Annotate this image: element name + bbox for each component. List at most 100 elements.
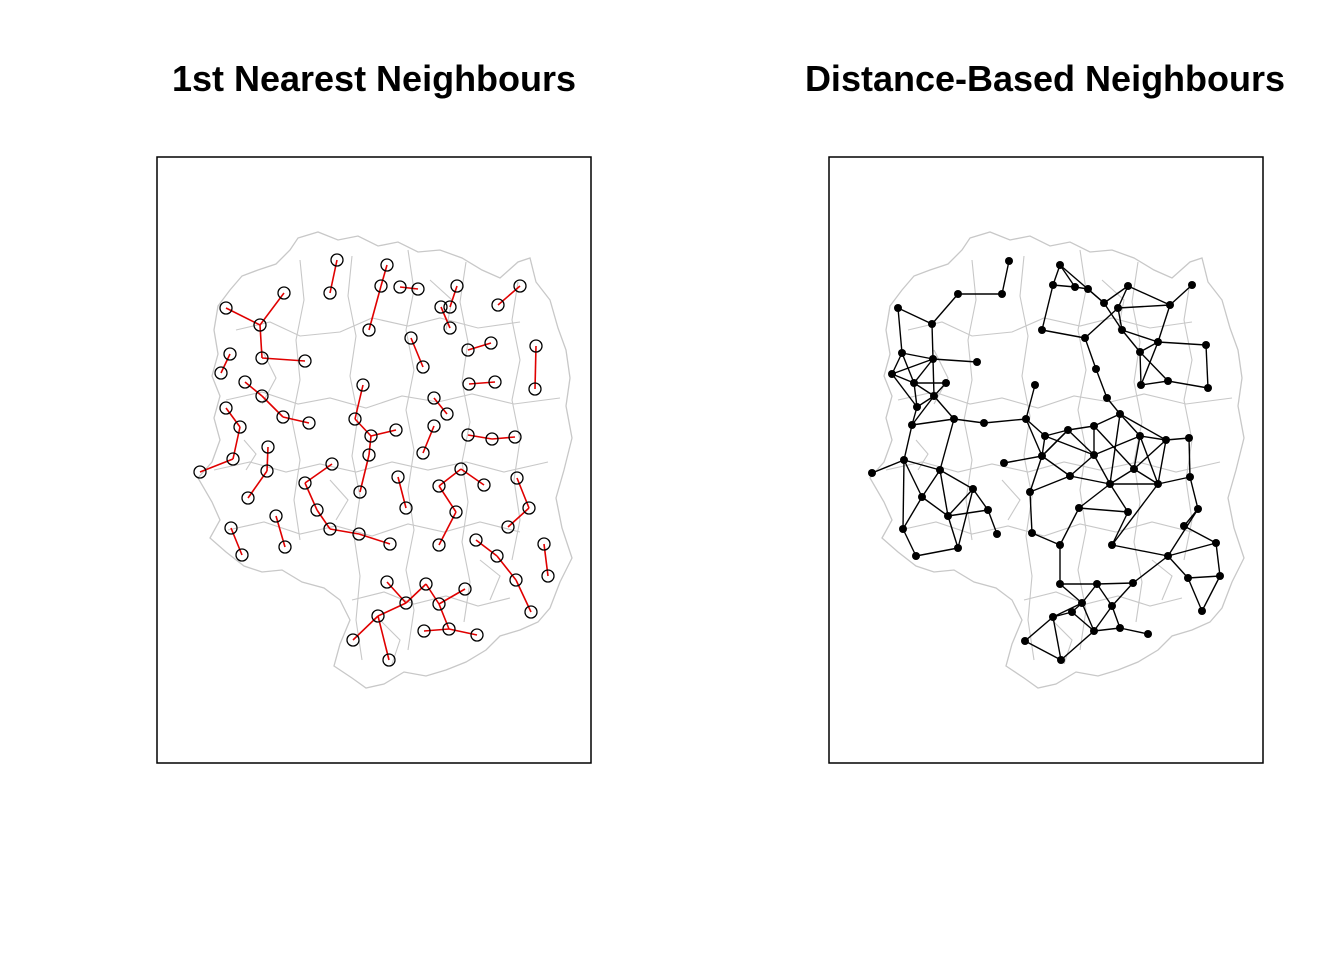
- centroid-dot: [868, 469, 876, 477]
- neighbour-link: [422, 425, 435, 454]
- neighbour-link: [244, 381, 263, 397]
- centroid-dot: [1056, 541, 1064, 549]
- neighbour-link: [1103, 302, 1123, 331]
- neighbour-link: [1078, 483, 1111, 509]
- neighbour-link: [901, 352, 915, 384]
- centroid-marker: [356, 378, 370, 392]
- centroid-marker: [383, 537, 397, 551]
- neighbour-link: [1078, 507, 1129, 513]
- neighbour-link: [386, 581, 407, 604]
- centroid-dot: [1103, 394, 1111, 402]
- centroid-dot: [1057, 656, 1065, 664]
- neighbour-link: [1059, 264, 1076, 288]
- centroid-marker: [508, 430, 522, 444]
- district-boundary: [1051, 619, 1073, 665]
- neighbour-link: [438, 485, 457, 513]
- centroid-marker: [310, 503, 324, 517]
- centroid-marker: [537, 537, 551, 551]
- neighbour-link: [1111, 483, 1159, 546]
- neighbour-link: [902, 528, 917, 557]
- centroid-marker: [389, 423, 403, 437]
- neighbour-link: [1059, 507, 1080, 546]
- neighbour-link: [1093, 425, 1135, 470]
- district-boundary: [405, 249, 415, 651]
- centroid-marker: [461, 343, 475, 357]
- centroid-marker: [469, 533, 483, 547]
- centroid-dot: [1129, 579, 1137, 587]
- centroid-dot: [918, 493, 926, 501]
- neighbour-link: [897, 307, 933, 325]
- centroid-marker: [510, 471, 524, 485]
- neighbour-link: [423, 628, 450, 632]
- centroid-marker: [522, 501, 536, 515]
- centroid-marker: [450, 279, 464, 293]
- centroid-marker: [470, 628, 484, 642]
- neighbour-link: [947, 488, 974, 517]
- neighbour-link: [399, 286, 419, 290]
- centroid-marker: [223, 347, 237, 361]
- centroid-dot: [1108, 541, 1116, 549]
- neighbour-link: [304, 482, 318, 511]
- neighbour-link: [491, 436, 516, 440]
- neighbour-link: [913, 382, 918, 408]
- left-panel-title: 1st Nearest Neighbours: [171, 58, 577, 99]
- right-panel-title: Distance-Based Neighbours: [804, 58, 1286, 99]
- neighbour-link: [915, 547, 959, 557]
- neighbour-link: [1183, 525, 1217, 544]
- district-boundary: [479, 559, 501, 601]
- district-boundary: [347, 255, 363, 661]
- centroid-marker: [462, 377, 476, 391]
- neighbour-link: [467, 342, 492, 351]
- centroid-marker: [529, 339, 543, 353]
- neighbour-link: [932, 358, 978, 363]
- centroid-dot: [1106, 480, 1114, 488]
- centroid-marker: [382, 653, 396, 667]
- district-boundary: [379, 619, 401, 665]
- centroid-dot: [1130, 465, 1138, 473]
- centroid-marker: [443, 321, 457, 335]
- centroid-marker: [219, 401, 233, 415]
- neighbour-link: [405, 583, 427, 604]
- centroid-dot: [1005, 257, 1013, 265]
- centroid-dot: [1118, 326, 1126, 334]
- centroid-marker: [235, 548, 249, 562]
- distance-neighbours-map: [828, 156, 1264, 764]
- neighbour-link: [1205, 344, 1209, 389]
- neighbour-link: [1059, 583, 1083, 604]
- neighbour-link: [467, 434, 493, 440]
- centroid-dot: [1028, 529, 1036, 537]
- centroid-marker: [509, 573, 523, 587]
- centroid-marker: [364, 429, 378, 443]
- centroid-dot: [1124, 282, 1132, 290]
- centroid-dot: [998, 290, 1006, 298]
- centroid-dot: [1204, 384, 1212, 392]
- centroid-dot: [1185, 434, 1193, 442]
- neighbour-link: [972, 488, 989, 511]
- centroid-marker: [233, 420, 247, 434]
- centroid-dot: [1041, 432, 1049, 440]
- neighbour-link: [1119, 413, 1141, 437]
- centroid-dot: [1116, 624, 1124, 632]
- neighbour-link: [947, 515, 959, 549]
- centroid-marker: [323, 286, 337, 300]
- centroid-dot: [944, 512, 952, 520]
- centroid-marker: [432, 479, 446, 493]
- centroid-dot: [1081, 334, 1089, 342]
- centroid-dot: [1026, 488, 1034, 496]
- neighbour-link: [921, 469, 941, 498]
- neighbour-link: [507, 507, 530, 528]
- neighbour-link: [1111, 582, 1134, 607]
- neighbour-link: [1157, 476, 1191, 485]
- centroid-marker: [416, 360, 430, 374]
- centroid-dot: [1137, 381, 1145, 389]
- neighbour-link: [1084, 307, 1119, 339]
- neighbour-link: [983, 418, 1027, 424]
- neighbour-link: [939, 418, 955, 471]
- centroid-marker: [371, 609, 385, 623]
- centroid-dot: [1184, 574, 1192, 582]
- centroid-dot: [1100, 299, 1108, 307]
- neighbour-link: [903, 459, 923, 498]
- neighbour-link: [891, 358, 934, 375]
- district-boundary: [225, 391, 561, 409]
- centroid-dot: [1166, 301, 1174, 309]
